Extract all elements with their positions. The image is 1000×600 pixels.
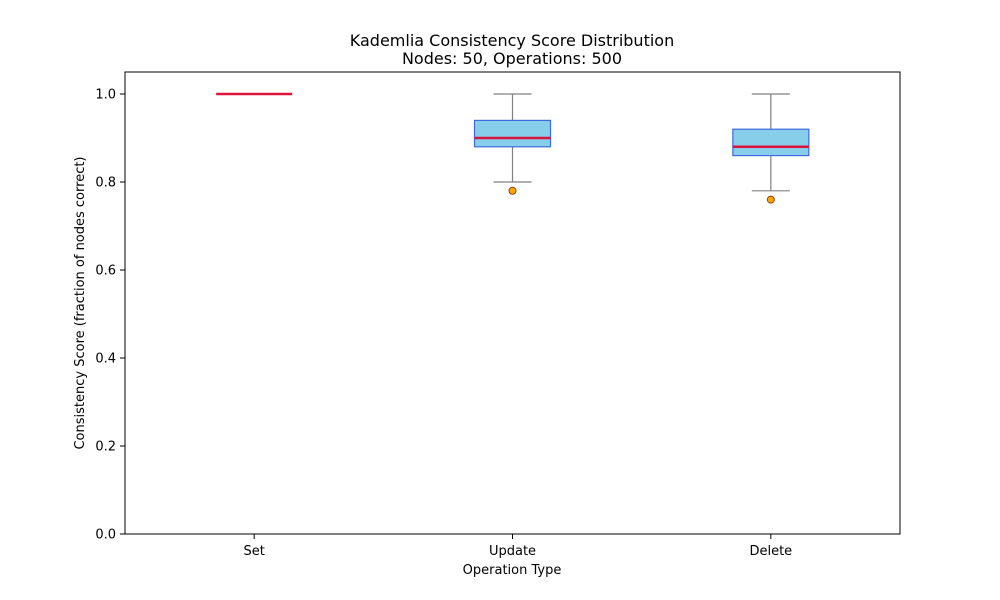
y-tick-label: 0.2 bbox=[95, 440, 116, 455]
box bbox=[473, 119, 552, 148]
box-group-delete bbox=[732, 93, 810, 204]
x-tick-label: Delete bbox=[749, 544, 792, 559]
plot-area bbox=[216, 92, 810, 204]
x-axis: Set Update Delete bbox=[243, 534, 792, 559]
box bbox=[732, 128, 810, 157]
x-axis-label: Operation Type bbox=[463, 563, 562, 578]
outlier-point bbox=[766, 195, 775, 204]
y-tick-label: 0.8 bbox=[95, 176, 116, 191]
y-tick-label: 1.0 bbox=[95, 88, 116, 103]
box-group-update bbox=[473, 93, 552, 195]
y-tick-label: 0.4 bbox=[95, 352, 116, 367]
chart-subtitle: Nodes: 50, Operations: 500 bbox=[402, 49, 622, 68]
x-tick-label: Set bbox=[243, 544, 264, 559]
chart-title: Kademlia Consistency Score Distribution bbox=[350, 31, 674, 50]
x-tick-label: Update bbox=[489, 544, 536, 559]
y-axis: 0.0 0.2 0.4 0.6 0.8 1.0 bbox=[95, 88, 125, 543]
y-tick-label: 0.0 bbox=[95, 528, 116, 543]
outlier-point bbox=[508, 186, 517, 195]
y-tick-label: 0.6 bbox=[95, 264, 116, 279]
y-axis-label: Consistency Score (fraction of nodes cor… bbox=[73, 156, 88, 449]
